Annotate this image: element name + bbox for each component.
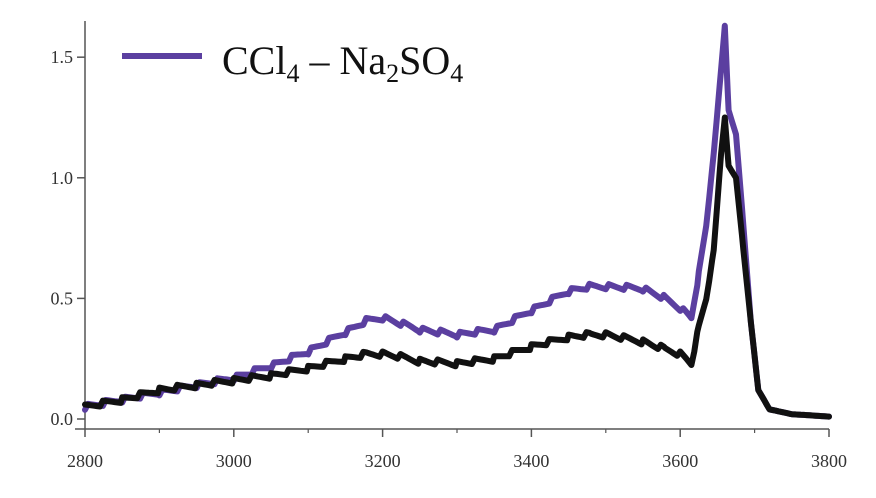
x-tick-label: 3600: [662, 451, 698, 471]
legend-label-sub3: 4: [450, 59, 463, 88]
x-tick-label: 2800: [67, 451, 103, 471]
y-tick-label: 0.5: [51, 288, 74, 308]
x-tick-label: 3200: [365, 451, 401, 471]
y-tick-label: 1.5: [51, 47, 74, 67]
x-tick-label: 3800: [811, 451, 847, 471]
legend-label-mid: – Na: [299, 38, 386, 83]
y-tick-label: 0.0: [51, 409, 74, 429]
legend-label-sub1: 4: [286, 59, 299, 88]
legend-label: CCl4 – Na2SO4: [222, 38, 463, 88]
x-tick-label: 3400: [513, 451, 549, 471]
y-tick-label: 1.0: [51, 168, 74, 188]
legend-label-base: CCl: [222, 38, 286, 83]
series-layer: [82, 22, 832, 420]
legend-label-tail: SO: [399, 38, 450, 83]
legend: CCl4 – Na2SO4: [122, 38, 463, 88]
legend-label-sub2: 2: [386, 59, 399, 88]
x-tick-label: 3000: [216, 451, 252, 471]
series-line-reference: [82, 114, 832, 420]
axes: 0.0 0.5 1.0 1.5 2800 3000 3200 3400 3600 3800: [51, 21, 847, 471]
